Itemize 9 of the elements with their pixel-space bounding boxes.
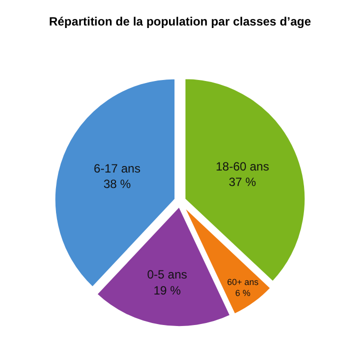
data-label: 6 % (235, 288, 251, 298)
chart-title: Répartition de la population par classes d’age (48, 14, 312, 28)
slice-label: 0-5 ans (147, 268, 188, 282)
data-label: 37 % (228, 174, 256, 189)
slice-label: 18-60 ans (216, 159, 270, 174)
data-label: 19 % (153, 283, 182, 298)
slice-label: 6-17 ans (94, 161, 140, 176)
data-label: 38 % (103, 177, 132, 192)
slice-label: 60+ ans (227, 276, 260, 287)
